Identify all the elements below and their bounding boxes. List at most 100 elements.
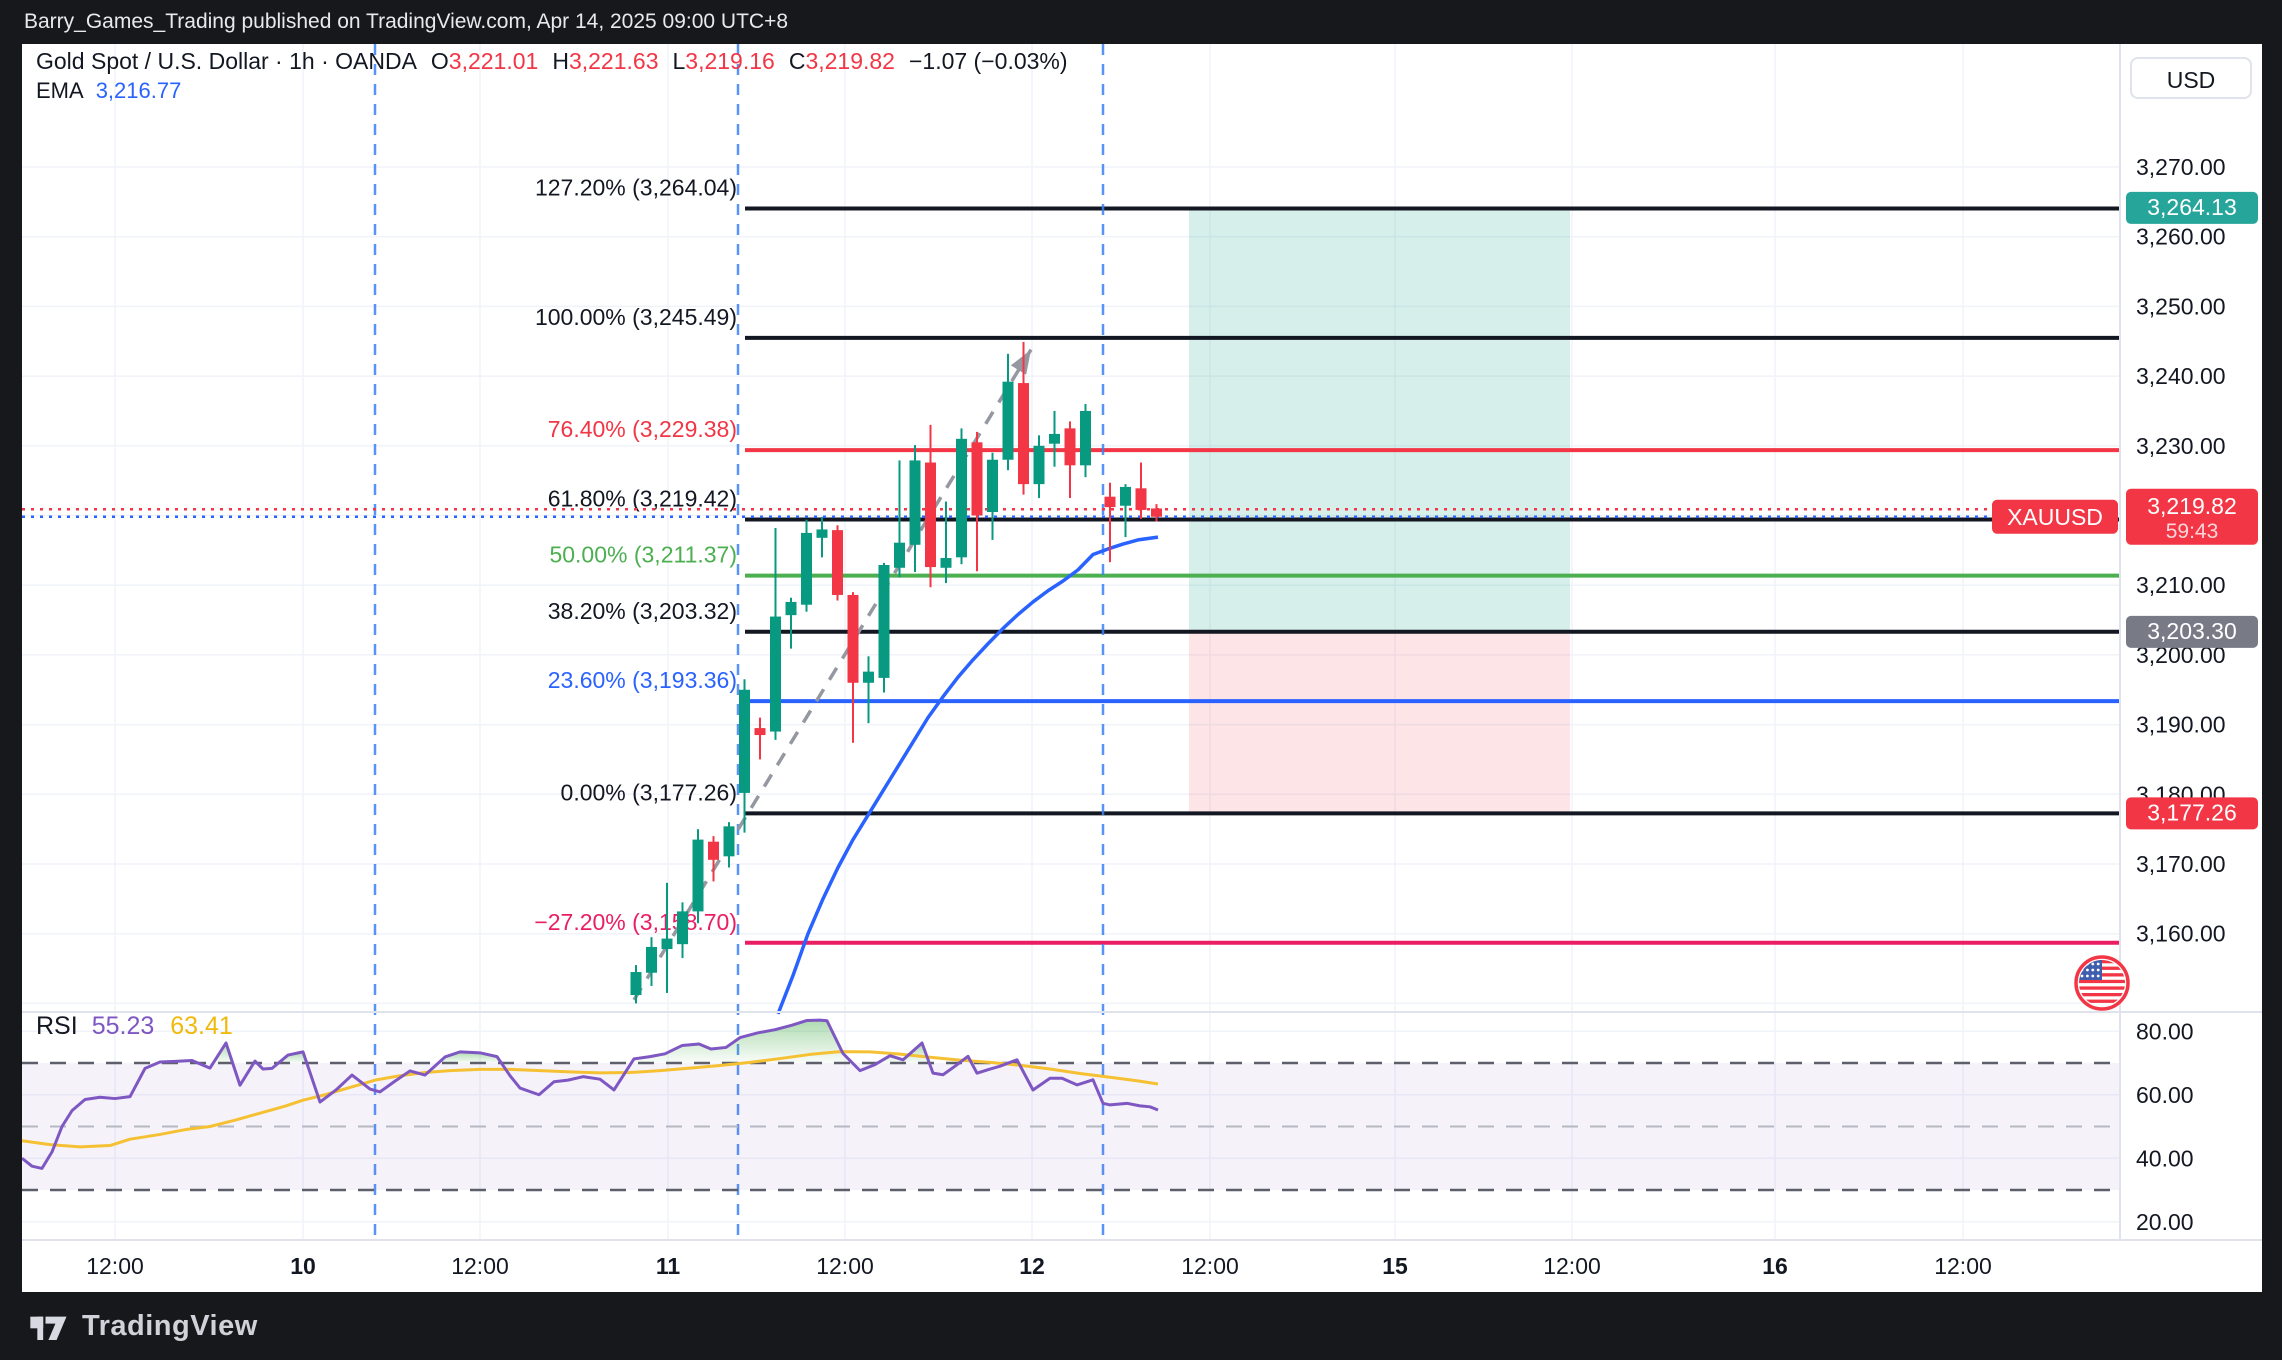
time-axis-label: 11	[656, 1253, 681, 1279]
price-badge	[2126, 797, 2258, 830]
candle-body	[863, 671, 874, 683]
rsi-axis-label: 40.00	[2136, 1145, 2194, 1171]
candle-body	[956, 438, 967, 558]
candle-body	[894, 542, 905, 568]
time-axis-label: 12:00	[1543, 1253, 1601, 1279]
ema-value: 3,216.77	[95, 78, 182, 103]
candle-body	[1080, 410, 1091, 466]
symbol-title[interactable]: Gold Spot / U.S. Dollar · 1h · OANDA	[36, 48, 417, 74]
candle-body	[847, 594, 859, 683]
price-axis-label: 3,190.00	[2136, 712, 2226, 738]
footer-bar: TradingView	[0, 1292, 2282, 1360]
fib-label-38.2: 38.20% (3,203.32)	[548, 598, 737, 624]
rsi-pane	[22, 1018, 2120, 1192]
gridlines	[22, 44, 2120, 1240]
low-label: L	[672, 48, 686, 74]
candle-body	[723, 826, 735, 857]
candle-body	[1064, 428, 1076, 466]
candle-body	[754, 728, 766, 736]
open-value: 3,221.01	[448, 48, 539, 74]
time-axis-label: 12:00	[1181, 1253, 1239, 1279]
attribution-bar: Barry_Games_Trading published on Trading…	[0, 0, 2282, 44]
fib-label-61.8: 61.80% (3,219.42)	[548, 486, 737, 512]
candle-body	[646, 946, 657, 973]
candle-body	[630, 972, 642, 996]
candle-body	[1135, 488, 1147, 510]
time-axis[interactable]: 12:00 10 12:00 11 12:00 12 12:00 15 12:00 16 12:00	[86, 1253, 1992, 1279]
close-value: 3,219.82	[805, 48, 895, 74]
candle-body	[1002, 381, 1014, 460]
ema-legend: EMA 3,216.77	[36, 78, 181, 104]
candle-body	[878, 564, 890, 678]
tradingview-brand[interactable]: TradingView	[82, 1309, 258, 1342]
price-axis-label: 3,260.00	[2136, 224, 2226, 250]
currency-toggle-button[interactable]: USD	[2130, 57, 2252, 99]
high-label: H	[552, 48, 569, 74]
price-badge-value: 3,177.26	[2147, 799, 2237, 825]
current-price-lines	[22, 507, 2120, 519]
ema-label[interactable]: EMA	[36, 78, 84, 103]
fib-label-127.2: 127.20% (3,264.04)	[535, 175, 737, 201]
candle-body	[785, 601, 797, 616]
candle-body	[1104, 496, 1116, 508]
price-axis-label: 3,170.00	[2136, 851, 2226, 877]
rsi-ma-line	[22, 1050, 1159, 1149]
time-axis-label: 10	[290, 1253, 316, 1279]
svg-text:XAUUSD: XAUUSD	[2007, 504, 2103, 530]
candle-body	[971, 442, 983, 516]
candle-body	[832, 530, 843, 595]
candle-body	[692, 839, 704, 912]
candle-body	[940, 558, 952, 568]
long-position-tool[interactable]	[1189, 208, 1570, 814]
price-axis-label: 3,240.00	[2136, 363, 2226, 389]
candle-body	[1018, 383, 1029, 485]
fib-label--27.2: −27.20% (3,158.70)	[534, 909, 737, 935]
time-axis-label: 12:00	[86, 1253, 144, 1279]
time-axis-label: 15	[1382, 1253, 1408, 1279]
fib-label-100: 100.00% (3,245.49)	[535, 304, 737, 330]
price-axis[interactable]: 3,270.00 3,260.00 3,250.00 3,240.00 3,230.00…	[2126, 154, 2258, 1235]
ema-line[interactable]	[776, 535, 1159, 1015]
symbol-price-pill: XAUUSD	[1992, 499, 2118, 534]
candle-body	[708, 841, 719, 860]
candle-body	[677, 911, 688, 945]
price-badge	[2126, 615, 2258, 648]
price-badge	[2126, 488, 2258, 545]
price-axis-label: 3,210.00	[2136, 572, 2226, 598]
close-label: C	[788, 48, 806, 74]
rsi-legend: RSI 55.23 63.41	[36, 1012, 233, 1041]
time-axis-label: 12:00	[1934, 1253, 1992, 1279]
price-axis-label: 3,160.00	[2136, 921, 2226, 947]
low-value: 3,219.16	[685, 48, 775, 74]
candle-body	[987, 459, 998, 513]
stop-zone[interactable]	[1189, 631, 1570, 814]
rsi-axis-label: 80.00	[2136, 1018, 2194, 1044]
candle-body	[770, 616, 781, 732]
time-axis-label: 12:00	[451, 1253, 509, 1279]
countdown-timer: 59:43	[2166, 520, 2219, 543]
chart-card: 127.20% (3,264.04) 100.00% (3,245.49) 76.4…	[22, 44, 2262, 1292]
rsi-axis-label: 20.00	[2136, 1209, 2194, 1235]
candle-body	[909, 460, 921, 545]
candle-body	[1049, 433, 1060, 444]
rsi-line	[22, 1018, 1159, 1170]
profit-zone[interactable]	[1189, 208, 1570, 632]
candle-body	[739, 689, 750, 793]
price-axis-label: 3,250.00	[2136, 293, 2226, 319]
price-axis-label: 3,270.00	[2136, 154, 2226, 180]
pane-separators[interactable]	[22, 44, 2262, 1241]
tradingview-logo-icon[interactable]	[28, 1305, 70, 1347]
rsi-value: 55.23	[91, 1012, 155, 1040]
attribution-text: Barry_Games_Trading published on Trading…	[24, 10, 789, 33]
fib-retracement[interactable]: 127.20% (3,264.04) 100.00% (3,245.49) 76.4…	[534, 175, 2120, 945]
price-badge-value: 3,203.30	[2147, 618, 2237, 644]
price-axis-label: 3,230.00	[2136, 433, 2226, 459]
candles	[630, 341, 1162, 1004]
time-axis-label: 12	[1019, 1253, 1045, 1279]
rsi-label[interactable]: RSI	[36, 1012, 78, 1040]
chart-canvas[interactable]: 127.20% (3,264.04) 100.00% (3,245.49) 76.4…	[22, 44, 2262, 1292]
fib-label-0: 0.00% (3,177.26)	[561, 779, 737, 805]
candle-body	[661, 938, 673, 950]
price-badge	[2126, 191, 2258, 224]
